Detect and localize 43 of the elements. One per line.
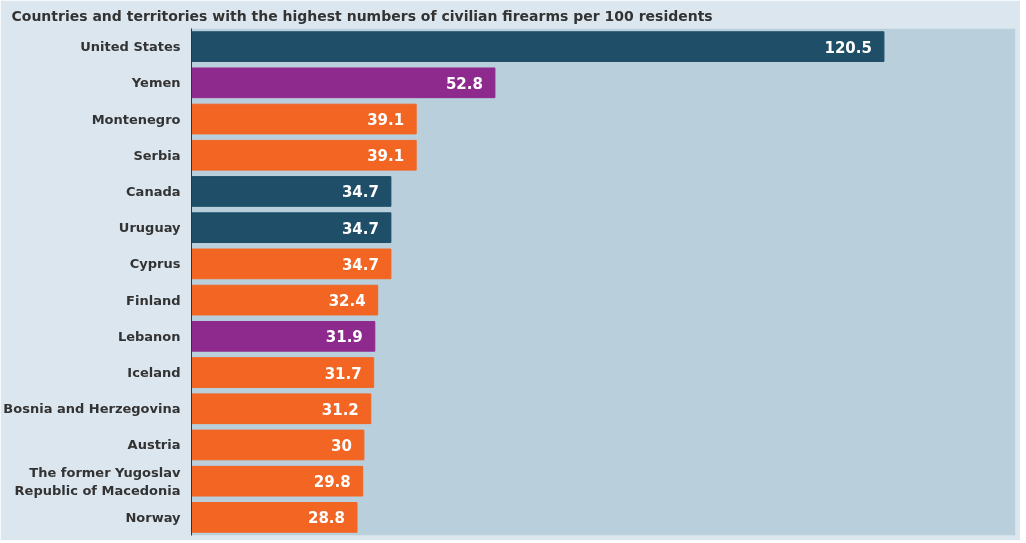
bar [191,465,364,497]
y-tick-label: Iceland [127,365,181,381]
bar [191,320,376,352]
data-label: 39.1 [367,111,405,130]
bar [191,502,358,533]
data-label: 34.7 [341,219,379,238]
bar [191,67,496,99]
data-label: 39.1 [367,147,405,166]
bar [191,212,392,244]
y-tick-label: Canada [126,183,181,199]
data-label: 52.8 [445,74,483,93]
data-label: 28.8 [307,509,345,528]
bar [191,284,379,316]
data-label: 32.4 [328,292,366,311]
data-label: 120.5 [824,38,872,57]
data-label: 31.7 [324,364,362,383]
data-label: 30 [331,436,352,455]
y-tick-label: Finland [126,292,181,308]
y-tick-label: The former Yugoslav Republic of Macedonia [14,464,182,498]
y-tick-label: Bosnia and Herzegovina [3,401,181,417]
y-tick-label: Lebanon [117,328,181,344]
data-label: 29.8 [313,473,351,492]
data-label: 34.7 [341,183,379,202]
bar [191,393,372,425]
y-tick-label: Montenegro [91,111,181,127]
y-tick-label: Norway [125,509,182,525]
y-tick-label: Cyprus [129,256,181,272]
bar [191,139,417,171]
y-tick-label: Uruguay [118,220,182,236]
bar [191,429,365,461]
data-label: 31.9 [325,328,363,347]
chart-title: Countries and territories with the highest numbers of civilian firearms per 100 residents [11,7,713,24]
data-label: 34.7 [341,255,379,274]
y-tick-label: United States [80,39,181,55]
bar [191,31,885,62]
y-tick-label: Austria [127,437,181,453]
data-label: 31.2 [321,400,359,419]
y-tick-label: Serbia [133,147,181,163]
bar [191,103,417,135]
bar [191,248,392,280]
bar [191,357,375,388]
bar [191,176,392,207]
y-tick-label: Yemen [130,75,181,91]
